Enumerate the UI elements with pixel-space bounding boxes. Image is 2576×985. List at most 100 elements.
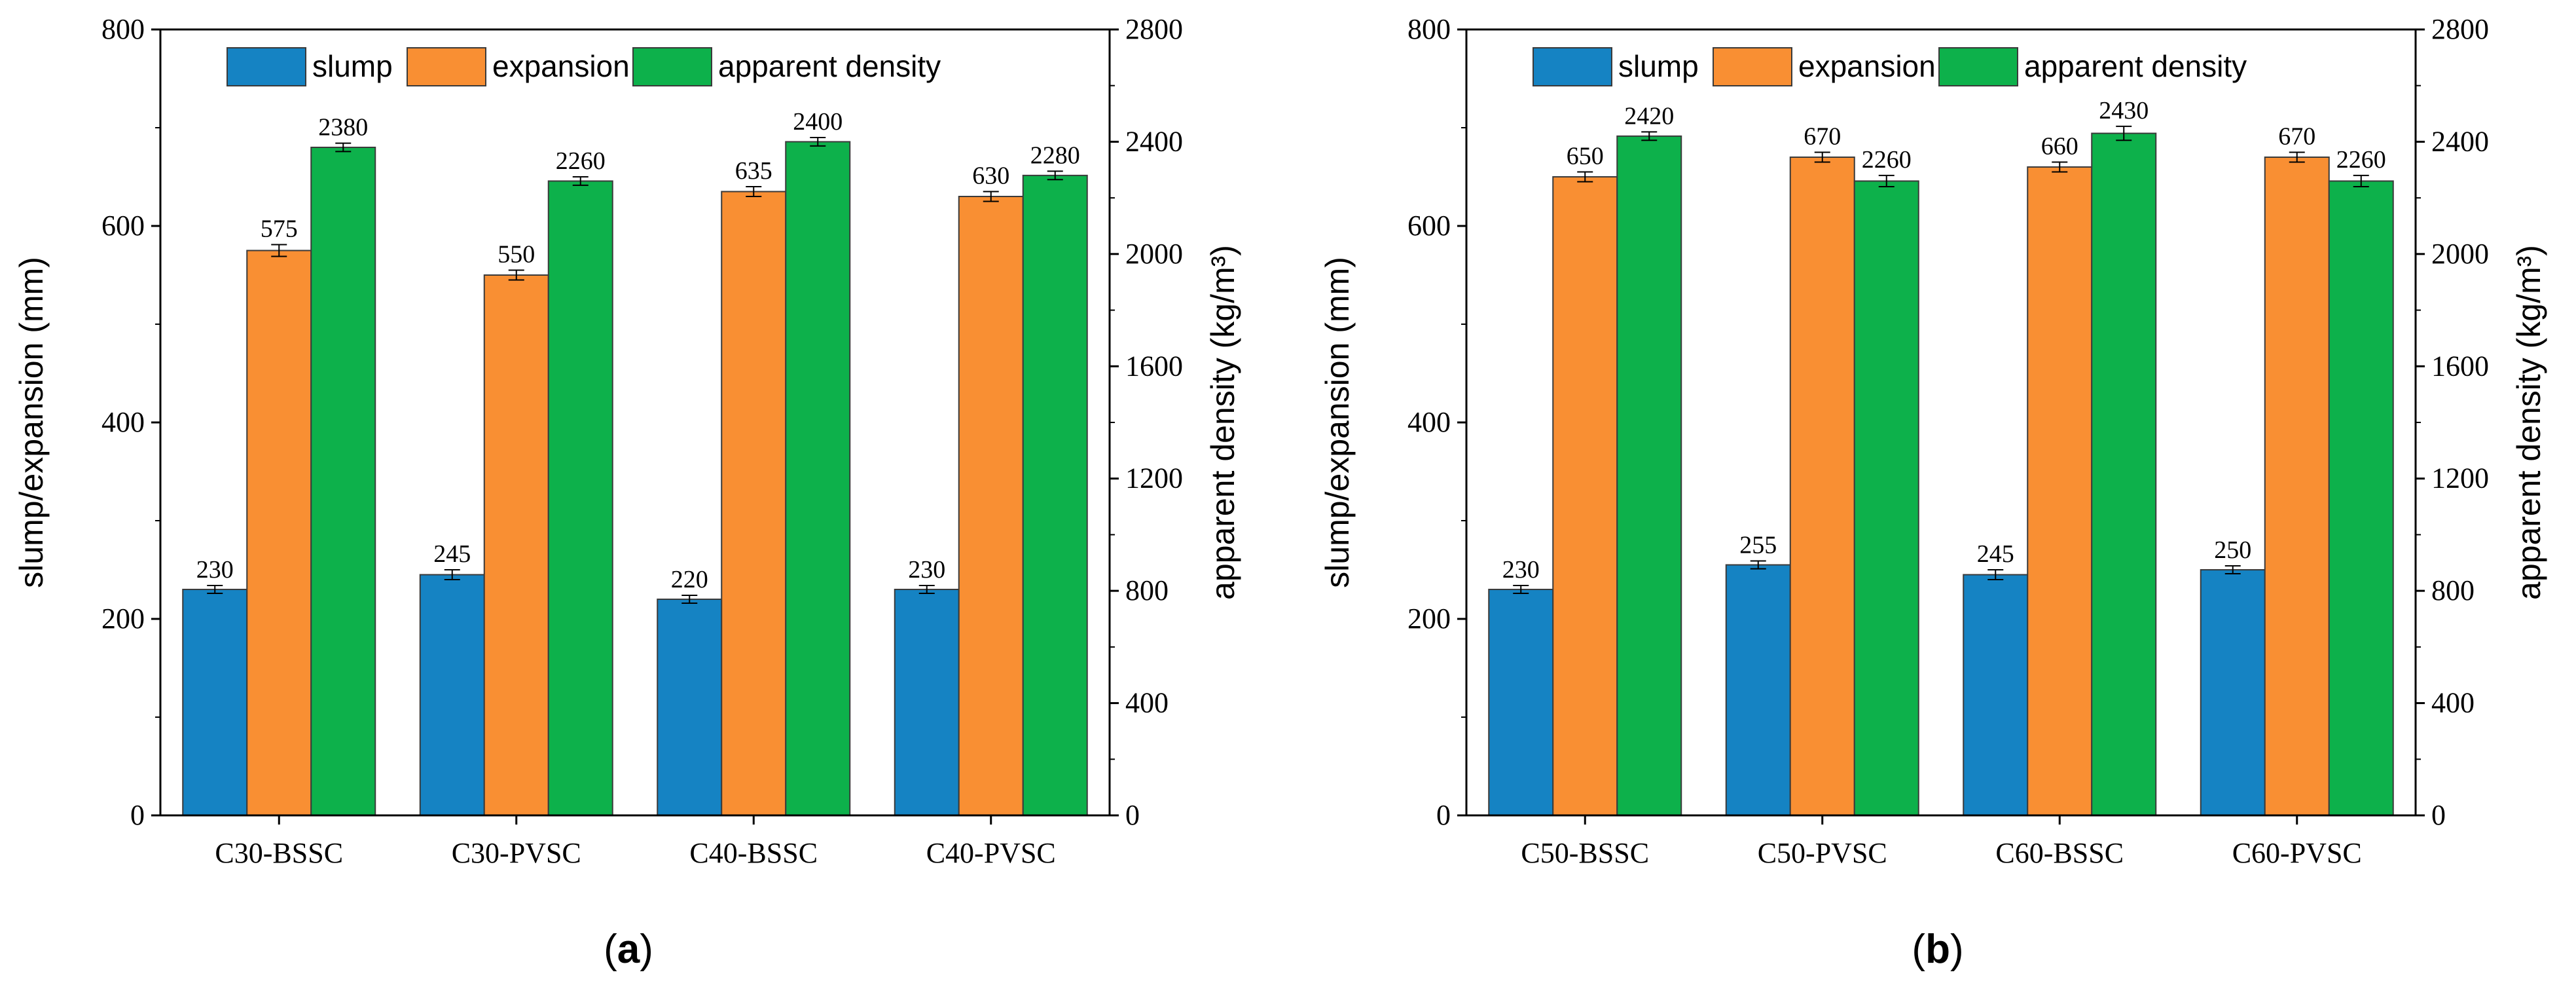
- y-left-tick-label: 800: [101, 13, 145, 45]
- legend-label: expansion: [492, 49, 630, 83]
- bar-apparent-density-C40-PVSC: [1022, 174, 1088, 817]
- y-right-tick-label: 1200: [1125, 462, 1183, 494]
- data-label: 230: [196, 556, 234, 584]
- y-right-tick-label: 2000: [2431, 238, 2489, 270]
- bar-expansion-C40-PVSC: [958, 196, 1024, 816]
- data-label: 670: [1804, 123, 1841, 151]
- legend-label: apparent density: [718, 49, 941, 83]
- y-right-axis-title: apparent density (kg/m³): [1205, 245, 1241, 600]
- bar-apparent-density-C40-BSSC: [785, 141, 851, 816]
- bar-apparent-density-C50-PVSC: [1853, 180, 1919, 816]
- y-right-tick-label: 2400: [1125, 125, 1183, 157]
- y-right-tick-label: 800: [1125, 574, 1169, 606]
- y-right-tick-label: 1200: [2431, 462, 2489, 494]
- bar-expansion-C50-BSSC: [1552, 176, 1618, 816]
- x-tick-label: C30-PVSC: [452, 837, 581, 869]
- x-tick-label: C40-PVSC: [926, 837, 1056, 869]
- y-right-tick-label: 800: [2431, 574, 2475, 606]
- legend-label: slump: [312, 49, 393, 83]
- y-left-tick-label: 600: [101, 210, 145, 242]
- data-label: 2260: [2336, 146, 2386, 174]
- x-tick-label: C50-BSSC: [1521, 837, 1649, 869]
- bar-slump-C30-PVSC: [419, 574, 485, 816]
- bar-slump-C40-PVSC: [894, 589, 960, 816]
- y-left-tick-label: 0: [1436, 799, 1451, 831]
- data-label: 575: [261, 215, 298, 243]
- bar-apparent-density-C50-BSSC: [1616, 135, 1682, 816]
- x-tick-label: C40-BSSC: [689, 837, 818, 869]
- bar-expansion-C60-PVSC: [2264, 157, 2330, 816]
- data-label: 2260: [556, 147, 606, 175]
- y-left-tick-label: 600: [1407, 210, 1451, 242]
- y-right-tick-label: 2800: [2431, 13, 2489, 45]
- data-label: 255: [1739, 532, 1777, 559]
- y-left-tick-label: 200: [101, 603, 145, 635]
- bar-slump-C60-PVSC: [2200, 569, 2266, 816]
- chart-panel-b: 230 650 2420 C50-BSSC 255 670 2260 C50-PVSC 245 6…: [1319, 13, 2547, 972]
- data-label: 2280: [1030, 141, 1080, 169]
- data-label: 635: [735, 157, 772, 185]
- y-right-tick-label: 2800: [1125, 13, 1183, 45]
- legend-swatch: [632, 47, 712, 86]
- x-tick-label: C60-BSSC: [1995, 837, 2124, 869]
- bar-slump-C30-BSSC: [182, 589, 248, 816]
- data-label: 630: [972, 162, 1009, 190]
- data-label: 2430: [2099, 97, 2149, 124]
- bar-expansion-C40-BSSC: [721, 191, 787, 816]
- data-label: 245: [433, 540, 471, 568]
- chart-panel-a: 230 575 2380 C30-BSSC 245 550 2260 C30-PVSC 220 6…: [13, 13, 1241, 972]
- data-label: 660: [2041, 133, 2078, 160]
- legend-item-slump: slump: [227, 47, 393, 86]
- legend-swatch: [1533, 47, 1612, 86]
- bar-apparent-density-C30-BSSC: [310, 147, 376, 816]
- y-right-tick-label: 1600: [1125, 350, 1183, 382]
- legend-label: slump: [1618, 49, 1699, 83]
- panel-label: (a): [604, 927, 653, 972]
- data-label: 2420: [1624, 102, 1674, 130]
- y-left-axis-title: slump/expansion (mm): [1319, 257, 1356, 588]
- data-label: 220: [671, 566, 708, 593]
- y-right-tick-label: 2000: [1125, 238, 1183, 270]
- data-label: 2400: [793, 108, 843, 136]
- panel-label: (b): [1912, 927, 1963, 972]
- y-right-tick-label: 1600: [2431, 350, 2489, 382]
- legend-swatch: [407, 47, 486, 86]
- bar-expansion-C30-PVSC: [483, 274, 549, 816]
- data-label: 250: [2214, 536, 2251, 564]
- x-tick-label: C60-PVSC: [2232, 837, 2362, 869]
- y-left-axis-title: slump/expansion (mm): [13, 257, 50, 588]
- data-label: 550: [498, 241, 535, 269]
- legend-item-expansion: expansion: [1713, 47, 1936, 86]
- y-left-tick-label: 200: [1407, 603, 1451, 635]
- legend-label: expansion: [1798, 49, 1936, 83]
- y-right-tick-label: 400: [2431, 687, 2475, 719]
- bar-expansion-C30-BSSC: [246, 250, 312, 816]
- data-label: 650: [1567, 143, 1604, 170]
- bar-slump-C60-BSSC: [1963, 574, 2029, 816]
- y-left-tick-label: 400: [101, 406, 145, 438]
- y-right-tick-label: 2400: [2431, 125, 2489, 157]
- legend-swatch: [1938, 47, 2018, 86]
- y-left-tick-label: 0: [130, 799, 145, 831]
- bar-slump-C50-PVSC: [1725, 564, 1791, 816]
- y-left-tick-label: 400: [1407, 406, 1451, 438]
- data-label: 2380: [318, 114, 368, 141]
- legend-label: apparent density: [2024, 49, 2247, 83]
- x-tick-label: C50-PVSC: [1758, 837, 1887, 869]
- bar-slump-C50-BSSC: [1488, 589, 1554, 816]
- bar-expansion-C60-BSSC: [2027, 166, 2093, 816]
- data-label: 245: [1977, 540, 2014, 568]
- legend-item-apparent-density: apparent density: [1938, 47, 2247, 86]
- y-right-tick-label: 400: [1125, 687, 1169, 719]
- y-right-tick-label: 0: [2431, 799, 2446, 831]
- data-label: 670: [2278, 123, 2315, 151]
- data-label: 2260: [1862, 146, 1912, 174]
- y-left-tick-label: 800: [1407, 13, 1451, 45]
- bar-expansion-C50-PVSC: [1789, 157, 1855, 816]
- x-tick-label: C30-BSSC: [215, 837, 343, 869]
- data-label: 230: [1502, 556, 1540, 584]
- data-label: 230: [908, 556, 945, 584]
- bar-slump-C40-BSSC: [657, 599, 723, 816]
- legend-item-apparent-density: apparent density: [632, 47, 941, 86]
